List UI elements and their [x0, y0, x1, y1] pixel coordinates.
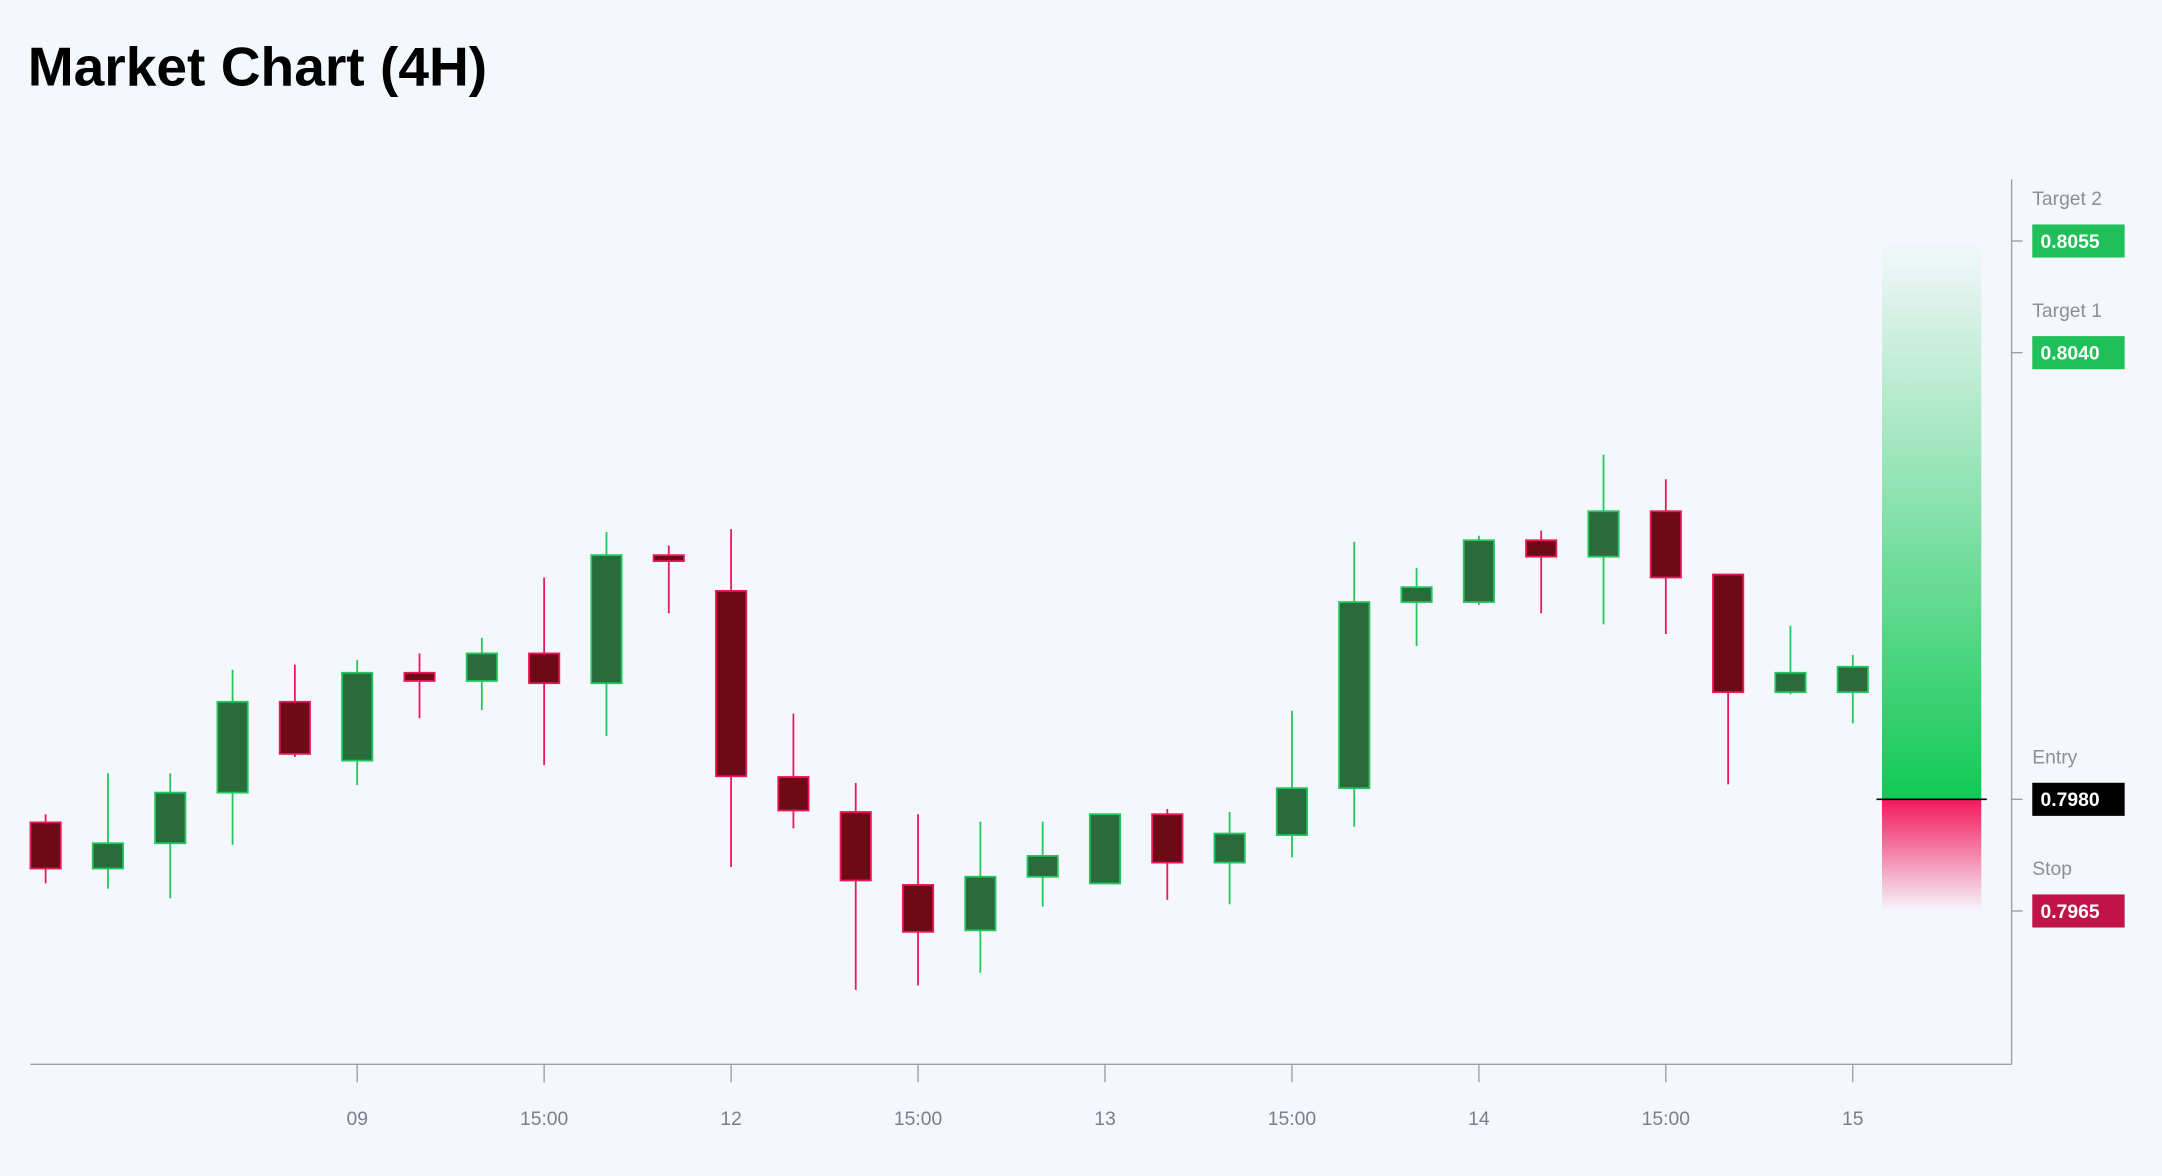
level-label: 0.8040: [2041, 344, 2100, 365]
level-name: Target 2: [2032, 189, 2102, 210]
candle-body: [91, 842, 125, 870]
x-tick-label: 15:00: [894, 1109, 942, 1130]
level-label: 0.7980: [2041, 790, 2100, 811]
candle-body: [901, 884, 935, 933]
candle-body: [1088, 813, 1122, 885]
candle-body: [839, 811, 872, 882]
candle-body: [1213, 832, 1246, 864]
level-name: Stop: [2032, 859, 2072, 880]
candle-body: [403, 671, 436, 682]
x-tick-label: 15:00: [520, 1109, 568, 1130]
candle-body: [1587, 510, 1620, 558]
level-badge: [2032, 224, 2125, 258]
candle-body: [528, 652, 561, 685]
candle-body: [1774, 671, 1807, 694]
candle-body: [1275, 787, 1308, 836]
candle-body: [1338, 601, 1371, 790]
loss-zone: [1882, 799, 1982, 911]
candle-body: [1836, 665, 1869, 694]
candle-body: [964, 875, 997, 932]
candle-body: [278, 700, 311, 755]
x-tick-label: 12: [720, 1109, 741, 1130]
x-tick-label: 15: [1842, 1109, 1863, 1130]
level-label: 0.7965: [2041, 902, 2100, 923]
candle-body: [465, 652, 498, 682]
candle-body: [590, 554, 623, 685]
level-name: Entry: [2032, 747, 2077, 768]
candle-body: [1525, 539, 1558, 558]
chart-title: Market Chart (4H): [28, 35, 487, 97]
candle-body: [341, 671, 374, 762]
level-badge: [2032, 336, 2125, 370]
candle-body: [1151, 813, 1184, 864]
candle-body: [29, 821, 62, 870]
profit-zone: [1882, 241, 1982, 800]
candle-body: [216, 700, 249, 794]
level-badge: [2032, 782, 2125, 816]
x-tick-label: 13: [1094, 1109, 1115, 1130]
x-tick-label: 09: [346, 1109, 367, 1130]
candle-body: [1712, 573, 1745, 694]
candle-body: [1400, 586, 1433, 603]
x-tick-label: 14: [1468, 1109, 1490, 1130]
candle-body: [154, 791, 187, 845]
x-tick-label: 15:00: [1268, 1109, 1316, 1130]
x-tick-label: 15:00: [1642, 1109, 1690, 1130]
candle-body: [1462, 539, 1495, 603]
level-name: Target 1: [2032, 301, 2102, 322]
level-badge: [2032, 894, 2125, 928]
candle-body: [652, 554, 685, 563]
candle-body: [1649, 510, 1682, 579]
level-label: 0.8055: [2041, 232, 2100, 253]
candle-body: [715, 589, 748, 778]
candle-body: [1026, 854, 1059, 878]
candle-body: [777, 776, 810, 812]
